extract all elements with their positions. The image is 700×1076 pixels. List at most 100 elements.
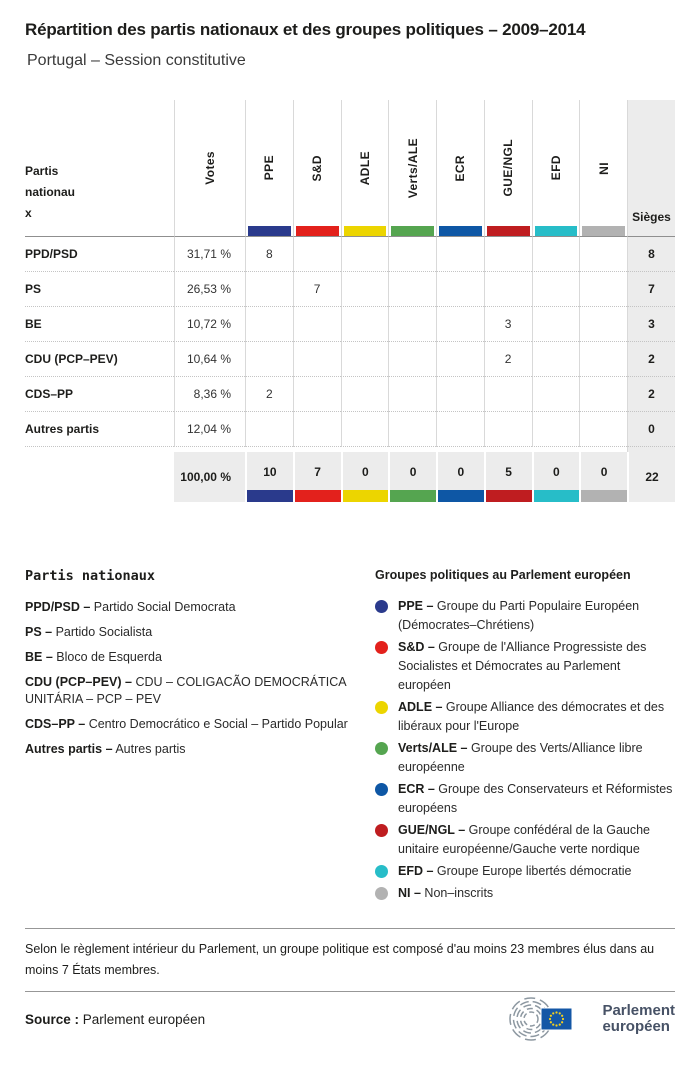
party-legend-item: CDS–PP – Centro Democrático e Social – P… (25, 717, 348, 731)
group-seats-cell (531, 377, 580, 412)
votes-header-label: Votes (203, 151, 217, 185)
party-legend-item: CDU (PCP–PEV) – CDU – COLIGACÃO DEMOCRÁT… (25, 675, 346, 706)
group-seats-cell (292, 377, 341, 412)
votes-cell: 10,72 % (174, 307, 245, 342)
ep-logo: Parlement européen (504, 996, 675, 1042)
group-seats-cell (579, 307, 627, 342)
group-seats-cell (388, 342, 436, 377)
ep-logo-line2: européen (602, 1018, 670, 1035)
group-legend-text: ADLE – Groupe Alliance des démocrates et… (398, 700, 665, 733)
group-seats-cell: 2 (483, 342, 532, 377)
party-legend-item: Autres partis – Autres partis (25, 742, 186, 756)
group-header-label: PPE (262, 155, 277, 181)
group-header-label: Verts/ALE (405, 137, 420, 199)
group-color-bar (295, 226, 339, 236)
group-seats-cell: 8 (245, 237, 293, 272)
group-seats-cell (531, 342, 580, 377)
group-legend-item: PPE – Groupe du Parti Populaire Européen… (375, 597, 675, 635)
column-header-group-PPE: PPE (245, 100, 293, 237)
group-seats-cell (388, 237, 436, 272)
group-header-label: S&D (310, 154, 325, 182)
votes-cell: 31,71 % (174, 237, 245, 272)
total-group-seats-cell: 0 (388, 452, 436, 502)
legend-political-groups-title: Groupes politiques au Parlement européen (375, 568, 631, 582)
group-color-bar (581, 490, 627, 502)
group-seats-cell (531, 237, 580, 272)
total-votes-cell: 100,00 % (174, 452, 245, 502)
party-legend-term: PPD/PSD – (25, 600, 91, 614)
row-seats-cell: 7 (627, 272, 675, 307)
group-color-bar (439, 226, 482, 236)
row-seats-cell: 2 (627, 342, 675, 377)
group-seats-cell (531, 307, 580, 342)
group-legend-term: PPE – (398, 599, 434, 613)
total-row-label (25, 452, 174, 502)
group-seats-cell (436, 377, 484, 412)
votes-cell: 26,53 % (174, 272, 245, 307)
ep-logo-text: Parlement européen (602, 1003, 675, 1035)
group-color-bar (343, 226, 387, 236)
group-color-dot (375, 887, 388, 900)
group-seats-cell (388, 307, 436, 342)
legend-political-groups: Groupes politiques au Parlement européen… (375, 568, 675, 906)
group-seats-cell: 2 (245, 377, 293, 412)
group-seats-cell: 3 (483, 307, 532, 342)
total-group-seats-cell: 7 (292, 452, 341, 502)
row-seats-cell: 2 (627, 377, 675, 412)
group-seats-cell (292, 412, 341, 447)
group-legend-term: NI – (398, 886, 421, 900)
group-header-label: GUE/NGL (501, 139, 516, 197)
group-seats-cell (436, 307, 484, 342)
group-color-bar (342, 490, 389, 502)
group-seats-cell (340, 377, 389, 412)
votes-cell: 8,36 % (174, 377, 245, 412)
total-group-seats-cell: 0 (531, 452, 580, 502)
group-seats-cell (340, 272, 389, 307)
group-legend-item: S&D – Groupe de l'Alliance Progressiste … (375, 638, 675, 695)
group-seats-cell (245, 342, 293, 377)
group-color-bar (247, 490, 293, 502)
footnote-divider-top (25, 928, 675, 929)
group-legend-text: S&D – Groupe de l'Alliance Progressiste … (398, 640, 647, 692)
footnote: Selon le règlement intérieur du Parlemen… (25, 942, 655, 977)
grand-total-seats-cell: 22 (627, 452, 675, 502)
column-header-group-ADLE: ADLE (340, 100, 389, 237)
group-legend-term: GUE/NGL – (398, 823, 466, 837)
source-row: Source : Parlement européen Parlement eu… (25, 996, 675, 1042)
source-value: Parlement européen (82, 1011, 206, 1027)
group-header-label: ECR (453, 154, 468, 182)
group-legend-item: NI – Non–inscrits (375, 884, 675, 903)
group-seats-cell (388, 272, 436, 307)
group-header-label: ADLE (357, 150, 372, 186)
party-legend-item: BE – Bloco de Esquerda (25, 650, 162, 664)
group-seats-cell (388, 412, 436, 447)
group-color-bar (533, 490, 580, 502)
party-name-cell: BE (25, 307, 174, 342)
group-seats-cell (340, 307, 389, 342)
ep-hemicycle-flag-icon (509, 997, 573, 1041)
group-legend-term: ECR – (398, 782, 435, 796)
column-header-group-Verts/ALE: Verts/ALE (388, 100, 436, 237)
group-legend-text: NI – Non–inscrits (398, 886, 494, 900)
group-color-dot (375, 641, 388, 654)
group-seats-cell (483, 237, 532, 272)
column-header-group-ECR: ECR (436, 100, 484, 237)
legend-national-parties: Partis nationaux PPD/PSD – Partido Socia… (25, 568, 375, 906)
total-group-seats-cell: 0 (340, 452, 389, 502)
group-legend-text: PPE – Groupe du Parti Populaire Européen… (398, 599, 640, 632)
party-name-cell: PS (25, 272, 174, 307)
group-header-label: EFD (548, 155, 563, 181)
group-seats-cell (245, 412, 293, 447)
group-legend-item: Verts/ALE – Groupe des Verts/Alliance li… (375, 739, 675, 777)
group-legend-text: GUE/NGL – Groupe confédéral de la Gauche… (398, 823, 651, 856)
party-legend-term: CDU (PCP–PEV) – (25, 675, 132, 689)
footnote-divider-bottom (25, 991, 675, 992)
party-legend-term: BE – (25, 650, 53, 664)
group-seats-cell (436, 237, 484, 272)
group-color-dot (375, 742, 388, 755)
group-seats-cell (579, 342, 627, 377)
group-seats-cell (436, 272, 484, 307)
column-header-seats: Sièges (627, 100, 675, 237)
group-seats-cell (388, 377, 436, 412)
group-seats-cell (531, 412, 580, 447)
